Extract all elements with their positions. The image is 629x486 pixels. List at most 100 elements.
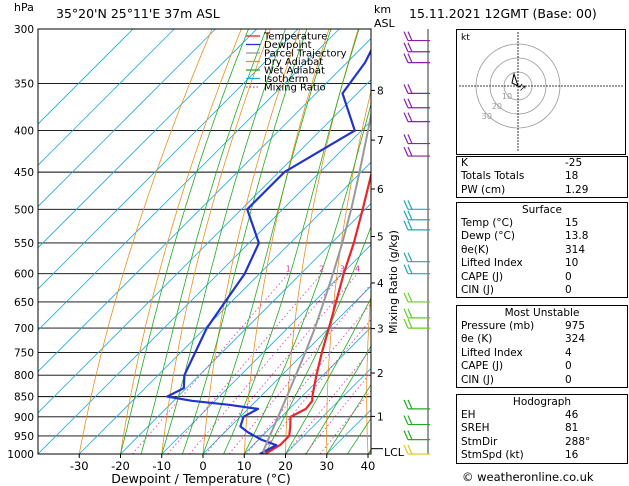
wet-adiabat-line: [264, 225, 371, 454]
hodograph-frame: [456, 29, 626, 155]
temp-tick-label: 20: [278, 459, 293, 473]
temp-tick-label: 10: [237, 459, 252, 473]
pressure-tick-label: 900: [14, 412, 34, 424]
surface-title: Surface: [521, 204, 562, 216]
km-tick-label: 3: [377, 324, 384, 336]
hodograph-ring-label: 30: [482, 112, 492, 121]
indices-table: K -25 Totals Totals 18 PW (cm) 1.29: [456, 156, 628, 199]
km-tick-label: 4: [377, 278, 384, 290]
pressure-tick-label: 850: [14, 392, 34, 404]
hodograph-stat-row: EH 46: [457, 409, 627, 422]
pressure-tick-label: 600: [14, 269, 34, 281]
index-row: PW (cm) 1.29: [457, 184, 627, 197]
hodograph-unit-label: kt: [461, 33, 470, 43]
pressure-tick-label: 800: [14, 370, 34, 382]
index-label: K: [461, 157, 468, 169]
hodograph-stat-row: StmDir 288°: [457, 436, 627, 449]
isotherm-line: [161, 244, 371, 454]
wind-barb: [403, 200, 430, 210]
wind-barb: [403, 444, 430, 455]
wind-barb: [403, 252, 430, 263]
wind-barb: [403, 98, 430, 109]
index-value: -25: [565, 157, 583, 169]
surface-value: 13.8: [565, 230, 589, 243]
hodograph-stat-value: 288°: [565, 435, 591, 448]
isotherm-line: [38, 79, 371, 414]
surface-row: CAPE (J) 0: [457, 271, 627, 284]
legend-label: Dry Adiabat: [264, 57, 323, 68]
pressure-tick-label: 400: [14, 126, 34, 138]
datetime-label: 15.11.2021 12GMT (Base: 00): [409, 6, 597, 21]
surface-label: θe(K): [461, 243, 489, 256]
dry-adiabat-line: [78, 29, 213, 454]
wet-adiabat-line: [120, 29, 249, 454]
most-unstable-value: 324: [565, 333, 586, 346]
wind-barb: [403, 264, 430, 275]
hodograph-stat-value: 81: [565, 422, 579, 435]
temp-tick-label: 40: [361, 459, 376, 473]
asl-label: ASL: [374, 17, 395, 30]
mixing-ratio-line: [167, 273, 322, 454]
isotherm-line: [120, 202, 371, 454]
isotherm-line: [78, 161, 371, 454]
mixing-ratio-label: 2: [319, 265, 324, 274]
mixing-ratio-label: 1: [286, 265, 291, 274]
wet-adiabat-line: [305, 345, 371, 454]
mixing-ratio-label: 20: [446, 265, 456, 274]
mixing-ratio-label: 6: [377, 265, 382, 274]
temp-tick-label: 30: [319, 459, 334, 473]
location-title: 35°20'N 25°11'E 37m ASL: [56, 6, 220, 21]
surface-row: θe(K) 314: [457, 244, 627, 257]
pressure-tick-label: 500: [14, 204, 34, 216]
wet-adiabat-line: [326, 383, 371, 454]
isotherm-line: [38, 29, 340, 331]
hodograph-ring-label: 10: [502, 92, 512, 101]
hodograph-trace: [511, 72, 523, 88]
index-row: K -25: [457, 157, 627, 170]
surface-label: Temp (°C): [461, 217, 514, 229]
hodograph-stat-row: SREH 81: [457, 422, 627, 435]
dry-adiabat-line: [120, 29, 242, 454]
temp-tick-label: 0: [199, 459, 206, 473]
surface-table: Surface Temp (°C) 15 Dewp (°C) 13.8 θe(K) 314…: [456, 202, 628, 299]
wet-adiabat-line: [182, 29, 308, 454]
most-unstable-row: CIN (J) 0: [457, 374, 627, 387]
wind-barb: [403, 292, 430, 303]
most-unstable-table: Most Unstable Pressure (mb) 975 θe (K) 324 L…: [456, 305, 628, 388]
surface-value: 314: [565, 243, 586, 256]
wind-barb: [403, 146, 430, 157]
surface-row: Temp (°C) 15: [457, 217, 627, 230]
pressure-tick-label: 550: [14, 238, 34, 250]
isotherm-line: [38, 29, 299, 290]
mixing-ratio-label: 3: [340, 265, 345, 274]
temperature-line: [264, 170, 371, 454]
wind-barb: [403, 430, 430, 441]
hodograph-ring-label: 20: [492, 102, 502, 111]
most-unstable-value: 0: [565, 373, 572, 386]
dry-adiabat-line: [326, 89, 371, 454]
wind-barb: [403, 84, 430, 94]
km-tick-label: 6: [377, 184, 384, 196]
index-row: Totals Totals 18: [457, 170, 627, 183]
wind-barb: [403, 31, 430, 42]
temp-tick-label: -10: [152, 459, 171, 473]
most-unstable-title: Most Unstable: [504, 307, 580, 319]
mixing-ratio-label: 15: [428, 265, 438, 274]
hodograph-table-title: Hodograph: [512, 396, 572, 408]
surface-label: CIN (J): [461, 283, 494, 296]
surface-label: CAPE (J): [461, 270, 504, 283]
legend-label: Temperature: [263, 32, 327, 43]
pressure-tick-label: 650: [14, 297, 34, 309]
legend-label: Parcel Trajectory: [264, 49, 347, 60]
dry-adiabat-line: [243, 29, 330, 454]
pressure-tick-label: 450: [14, 167, 34, 179]
x-axis-label: Dewpoint / Temperature (°C): [111, 471, 290, 486]
hodograph-stat-value: 16: [565, 449, 579, 462]
km-label: km: [374, 3, 392, 16]
mixing-ratio-axis-label: Mixing Ratio (g/kg): [387, 230, 400, 334]
most-unstable-value: 975: [565, 320, 586, 332]
most-unstable-label: Pressure (mb): [461, 320, 535, 332]
mixing-ratio-line: [304, 371, 371, 454]
